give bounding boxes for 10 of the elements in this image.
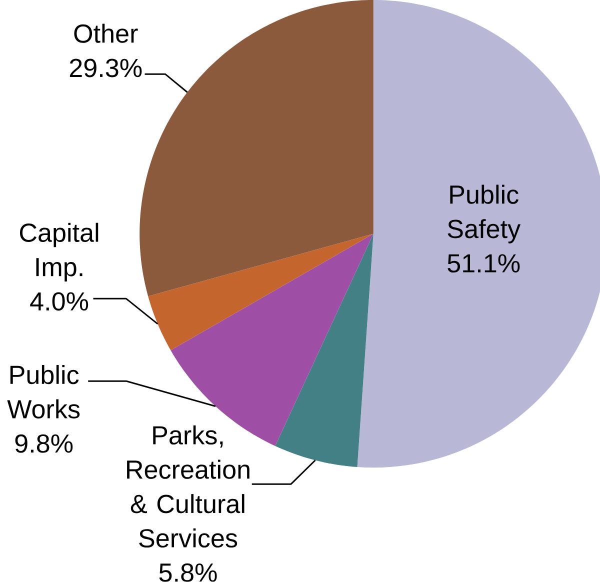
data-label: 29.3% bbox=[70, 58, 142, 78]
slice-label: Other bbox=[74, 24, 138, 43]
data-label: 5.8% bbox=[159, 563, 217, 582]
slice-label: Public Works bbox=[7, 365, 80, 419]
data-label: 4.0% bbox=[30, 292, 88, 311]
data-label: 51.1% bbox=[448, 254, 520, 273]
slice-label: Public Safety bbox=[448, 184, 521, 244]
slice-label: Capital Imp. bbox=[20, 222, 98, 282]
slice-label: Parks, Recreation & Cultural Services bbox=[127, 425, 250, 548]
data-label: 9.8% bbox=[15, 434, 73, 453]
